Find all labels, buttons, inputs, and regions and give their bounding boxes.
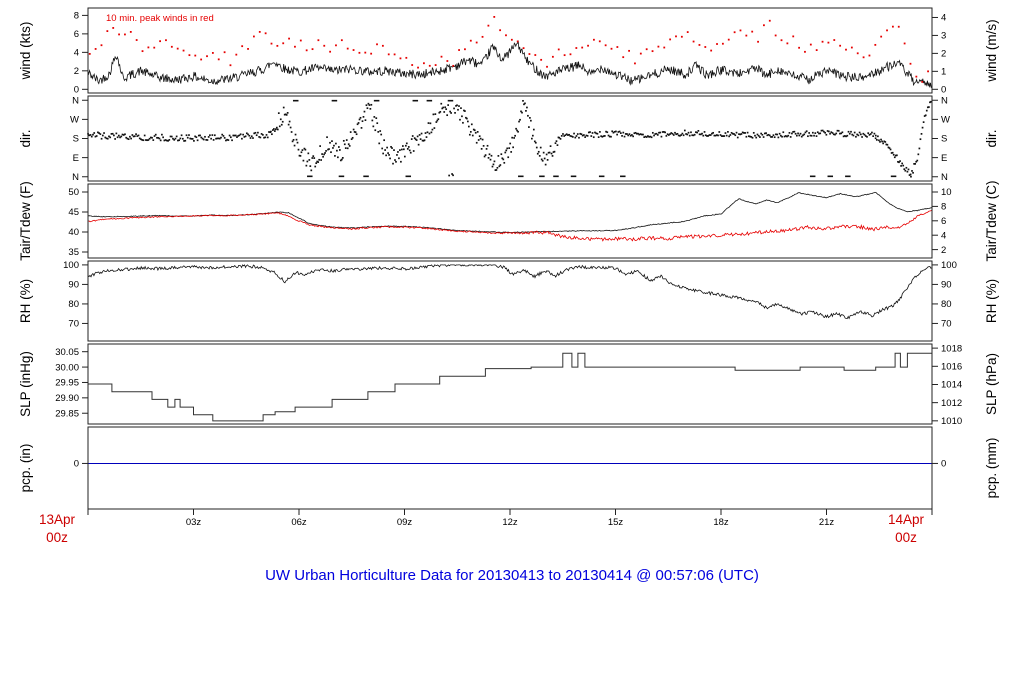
x-tick-label: 15z — [608, 517, 624, 528]
tick-label: S — [941, 134, 947, 145]
tick-label: W — [941, 115, 950, 126]
tick-label: 1010 — [941, 416, 962, 427]
series-relative-humidity — [87, 264, 933, 320]
tick-label: 80 — [941, 299, 952, 310]
panel-frame-temp — [87, 183, 933, 259]
tick-label: 0 — [74, 459, 79, 470]
tick-label: 70 — [941, 319, 952, 330]
tick-label: N — [72, 95, 79, 106]
panel-pcp: 0 0 pcp. (in) pcp. (mm) — [18, 426, 999, 510]
end-time-label: 00z — [895, 530, 917, 545]
tick-label: 50 — [68, 187, 79, 198]
tick-label: 4 — [74, 48, 79, 59]
tick-label: 29.85 — [55, 408, 79, 419]
tick-label: 1012 — [941, 398, 962, 409]
tick-label: W — [70, 115, 79, 126]
tick-label: 29.95 — [55, 378, 79, 389]
tick-label: 8 — [941, 202, 946, 213]
series-sea-level-pressure — [88, 352, 932, 422]
y-axis-label-right-temp: Tair/Tdew (C) — [984, 180, 999, 261]
tick-label: 35 — [68, 247, 79, 258]
panel-wind: 0 2 4 6 8 0 1 2 3 4 wind (kts) wind (m/s) 10 min. pe… — [18, 7, 999, 96]
y-axis-label-right-wind: wind (m/s) — [984, 19, 999, 82]
series-dewpoint-temperature — [87, 209, 933, 242]
tick-label: 2 — [941, 245, 946, 256]
panel-frame-dir — [87, 95, 933, 182]
panel-rh: 70 80 90 100 70 80 90 100 RH (%) RH (%) — [18, 260, 999, 342]
tick-label: 10 — [941, 187, 952, 198]
x-tick-label: 12z — [502, 517, 518, 528]
x-tick-label: 18z — [713, 517, 729, 528]
x-tick-label: 21z — [819, 517, 835, 528]
y-axis-label-right-dir: dir. — [984, 129, 999, 147]
tick-label: 29.90 — [55, 393, 79, 404]
y-axis-label-left-dir: dir. — [18, 129, 33, 147]
tick-label: 90 — [68, 280, 79, 291]
tick-label: 2 — [74, 66, 79, 77]
tick-label: 0 — [941, 459, 946, 470]
tick-label: 100 — [941, 260, 957, 271]
start-date-label: 13Apr — [39, 512, 76, 527]
series-wind-peak-dots — [88, 16, 929, 83]
y-axis-label-left-temp: Tair/Tdew (F) — [18, 181, 33, 261]
tick-label: E — [941, 153, 947, 164]
tick-label: 1 — [941, 67, 946, 78]
tick-label: 4 — [941, 230, 946, 241]
tick-label: 30.05 — [55, 347, 79, 358]
tick-label: 0 — [941, 85, 946, 96]
tick-label: 1016 — [941, 362, 962, 373]
tick-label: 1014 — [941, 380, 962, 391]
tick-label: 90 — [941, 280, 952, 291]
tick-label: N — [72, 172, 79, 183]
y-axis-label-left-wind: wind (kts) — [18, 22, 33, 81]
x-tick-label: 03z — [186, 517, 202, 528]
tick-label: S — [73, 134, 79, 145]
tick-label: 0 — [74, 85, 79, 96]
x-tick-label: 09z — [397, 517, 413, 528]
tick-label: 1018 — [941, 343, 962, 354]
panel-slp: 29.85 29.90 29.95 30.00 30.05 1010 1012 1014 101… — [18, 343, 999, 427]
end-date-label: 14Apr — [888, 512, 925, 527]
y-axis-label-left-rh: RH (%) — [18, 279, 33, 323]
tick-label: N — [941, 95, 948, 106]
x-tick-label: 06z — [291, 517, 307, 528]
tick-label: 80 — [68, 299, 79, 310]
tick-label: 70 — [68, 319, 79, 330]
figure-title: UW Urban Horticulture Data for 20130413 … — [265, 567, 759, 584]
tick-label: 100 — [63, 260, 79, 271]
y-axis-label-left-slp: SLP (inHg) — [18, 351, 33, 417]
panel-frame-slp — [87, 343, 933, 425]
tick-label: 6 — [74, 29, 79, 40]
tick-label: 45 — [68, 207, 79, 218]
tick-label: E — [73, 153, 79, 164]
series-wind-average — [87, 40, 932, 88]
peak-winds-note: 10 min. peak winds in red — [106, 13, 214, 24]
series-wind-direction-scatter — [87, 99, 932, 178]
y-axis-label-right-pcp: pcp. (mm) — [984, 438, 999, 499]
tick-label: 8 — [74, 11, 79, 22]
y-axis-label-left-pcp: pcp. (in) — [18, 444, 33, 493]
panel-frame-pcp — [87, 426, 933, 510]
tick-label: 40 — [68, 227, 79, 238]
y-axis-label-right-slp: SLP (hPa) — [984, 353, 999, 415]
tick-label: 2 — [941, 49, 946, 60]
tick-label: 3 — [941, 31, 946, 42]
y-axis-label-right-rh: RH (%) — [984, 279, 999, 323]
tick-label: 6 — [941, 216, 946, 227]
start-time-label: 00z — [46, 530, 68, 545]
x-axis: 03z 06z 09z 12z 15z 18z 21z 13Apr 00z 14Apr 00z — [39, 509, 933, 545]
panel-temp: 35 40 45 50 2 4 6 8 10 Tair/Tdew (F) Tair/Tdew (C) — [18, 180, 999, 261]
tick-label: N — [941, 172, 948, 183]
tick-label: 30.00 — [55, 362, 79, 373]
panel-frame-rh — [87, 260, 933, 342]
panel-frame-wind — [87, 7, 933, 94]
tick-label: 4 — [941, 13, 946, 24]
